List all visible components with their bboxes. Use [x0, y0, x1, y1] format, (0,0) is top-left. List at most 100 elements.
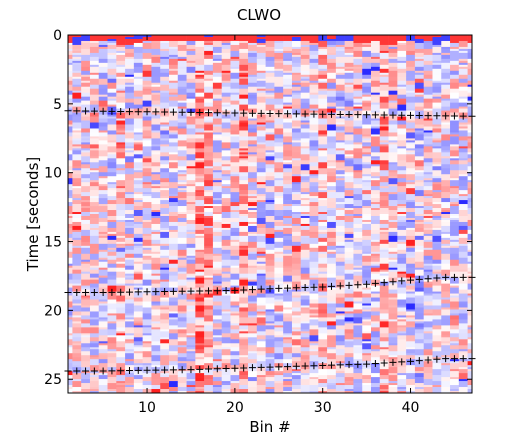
- heatmap-cell: [335, 142, 345, 149]
- heatmap-cell: [388, 148, 398, 153]
- heatmap-cell: [397, 225, 407, 231]
- heatmap-cell: [89, 247, 100, 255]
- heatmap-cell: [133, 76, 143, 80]
- heatmap-cell: [116, 383, 126, 386]
- heatmap-cell: [177, 188, 187, 191]
- heatmap-cell: [432, 299, 442, 306]
- heatmap-cell: [142, 381, 152, 386]
- heatmap-cell: [397, 345, 407, 352]
- heatmap-cell: [432, 227, 442, 231]
- heatmap-cell: [248, 144, 258, 147]
- heatmap-cell: [204, 40, 214, 44]
- heatmap-cell: [265, 210, 275, 217]
- heatmap-cell: [221, 86, 231, 93]
- heatmap-cell: [256, 200, 266, 203]
- heatmap-cell: [353, 64, 363, 68]
- heatmap-cell: [300, 74, 310, 78]
- heatmap-cell: [107, 162, 117, 169]
- heatmap-cell: [309, 329, 319, 336]
- heatmap-cell: [388, 144, 398, 149]
- heatmap-cell: [221, 206, 231, 213]
- heatmap-cell: [371, 219, 381, 225]
- heatmap-cell: [221, 80, 231, 84]
- heatmap-cell: [256, 391, 266, 393]
- heatmap-cell: [406, 70, 416, 78]
- heatmap-cell: [362, 375, 372, 380]
- heatmap-cell: [379, 309, 389, 314]
- heatmap-cell: [335, 56, 345, 64]
- heatmap-cell: [230, 311, 240, 314]
- heatmap-cell: [72, 72, 82, 78]
- heatmap-cell: [388, 52, 398, 58]
- heatmap-cell: [300, 102, 310, 109]
- heatmap-cell: [125, 373, 135, 378]
- heatmap-cell: [204, 245, 214, 249]
- heatmap-cell: [450, 313, 460, 316]
- heatmap-cell: [362, 180, 372, 183]
- heatmap-cell: [116, 198, 126, 205]
- heatmap-cell: [125, 361, 135, 366]
- heatmap-cell: [142, 196, 152, 203]
- heatmap-cell: [318, 303, 328, 310]
- heatmap-cell: [450, 120, 460, 125]
- heatmap-cell: [248, 186, 258, 191]
- heatmap-cell: [133, 341, 143, 346]
- heatmap-cell: [318, 257, 328, 265]
- heatmap-cell: [116, 243, 126, 247]
- heatmap-cell: [116, 307, 126, 314]
- heatmap-cell: [72, 98, 82, 103]
- heatmap-cell: [248, 42, 258, 46]
- heatmap-cell: [160, 337, 170, 340]
- pick-marker: [90, 367, 98, 375]
- heatmap-cell: [335, 132, 345, 137]
- heatmap-cell: [283, 217, 293, 225]
- heatmap-cell: [133, 305, 143, 312]
- heatmap-cell: [274, 251, 284, 255]
- heatmap-cell: [256, 351, 266, 356]
- heatmap-cell: [142, 255, 152, 259]
- heatmap-cell: [265, 325, 275, 330]
- heatmap-cell: [195, 243, 205, 251]
- heatmap-cell: [291, 311, 302, 316]
- heatmap-cell: [362, 44, 372, 48]
- heatmap-cell: [450, 379, 460, 386]
- heatmap-cell: [239, 311, 249, 318]
- heatmap-cell: [406, 379, 416, 386]
- heatmap-cell: [177, 146, 187, 151]
- heatmap-cell: [388, 44, 398, 48]
- heatmap-cell: [388, 253, 398, 259]
- heatmap-cell: [371, 241, 381, 247]
- heatmap-cell: [125, 233, 135, 239]
- heatmap-cell: [406, 219, 416, 223]
- heatmap-cell: [248, 124, 258, 129]
- heatmap-cell: [256, 78, 266, 82]
- heatmap-cell: [467, 132, 472, 137]
- heatmap-cell: [107, 227, 117, 233]
- heatmap-cell: [186, 281, 196, 288]
- heatmap-cell: [72, 146, 82, 149]
- heatmap-cell: [177, 50, 187, 58]
- heatmap-cell: [72, 212, 82, 215]
- heatmap-cell: [353, 271, 363, 276]
- heatmap-cell: [186, 335, 196, 338]
- heatmap-cell: [362, 305, 372, 308]
- heatmap-cell: [318, 174, 328, 181]
- heatmap-cell: [177, 317, 187, 322]
- heatmap-cell: [160, 231, 170, 239]
- heatmap-cell: [432, 164, 442, 167]
- heatmap-cell: [450, 70, 460, 76]
- heatmap-cell: [362, 317, 372, 320]
- heatmap-cell: [89, 94, 100, 101]
- y-tick-label: 15: [44, 235, 62, 251]
- heatmap-cell: [309, 243, 319, 249]
- heatmap-cell: [142, 341, 152, 344]
- heatmap-cell: [239, 64, 249, 72]
- heatmap-cell: [423, 265, 433, 270]
- y-tick-label: 0: [53, 28, 62, 44]
- heatmap-cell: [432, 80, 442, 84]
- heatmap-cell: [318, 231, 328, 235]
- heatmap-cell: [371, 35, 381, 42]
- heatmap-cell: [81, 156, 91, 163]
- heatmap-cell: [414, 349, 424, 356]
- heatmap-cell: [423, 361, 433, 368]
